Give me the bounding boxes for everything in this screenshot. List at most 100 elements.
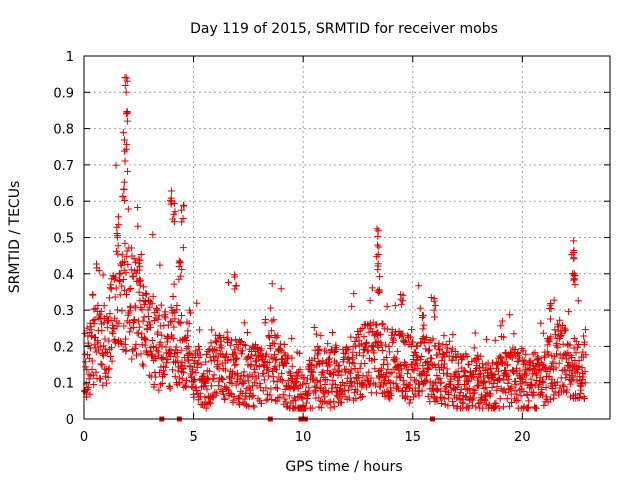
data-point xyxy=(108,344,116,352)
data-point xyxy=(134,204,142,212)
data-point xyxy=(372,389,380,397)
data-point xyxy=(557,332,565,340)
data-point xyxy=(549,358,557,366)
data-point xyxy=(562,374,570,382)
data-point xyxy=(313,351,321,359)
data-point xyxy=(100,302,108,310)
data-point xyxy=(320,393,328,401)
data-point xyxy=(170,210,178,218)
data-point xyxy=(153,305,161,313)
data-point xyxy=(394,347,402,355)
data-point xyxy=(399,291,407,299)
data-point xyxy=(140,283,148,291)
data-point xyxy=(115,276,123,284)
data-point xyxy=(230,346,238,354)
data-point xyxy=(315,346,323,354)
data-point xyxy=(582,351,590,359)
data-point xyxy=(425,365,433,373)
data-point xyxy=(383,325,391,333)
y-tick-label: 0.2 xyxy=(53,340,74,355)
data-point xyxy=(120,178,128,186)
data-point xyxy=(122,346,130,354)
data-point xyxy=(281,395,289,403)
data-point xyxy=(248,393,256,401)
data-point xyxy=(324,388,332,396)
data-point xyxy=(193,363,201,371)
data-point xyxy=(102,349,110,357)
data-point xyxy=(233,340,241,348)
data-point xyxy=(282,359,290,367)
data-point xyxy=(106,352,114,360)
data-point xyxy=(171,315,179,323)
data-point xyxy=(101,335,109,343)
data-point xyxy=(496,375,504,383)
data-point xyxy=(83,324,91,332)
data-point xyxy=(89,290,97,298)
data-point xyxy=(383,388,391,396)
data-point xyxy=(156,381,164,389)
data-point xyxy=(462,392,470,400)
data-point xyxy=(458,354,466,362)
data-point xyxy=(332,341,340,349)
x-tick-label: 20 xyxy=(514,430,531,445)
data-point xyxy=(121,335,129,343)
data-point xyxy=(561,326,569,334)
data-point xyxy=(542,383,550,391)
data-point xyxy=(581,338,589,346)
data-point xyxy=(394,385,402,393)
data-point xyxy=(174,348,182,356)
data-point xyxy=(268,317,276,325)
data-point xyxy=(242,392,250,400)
data-point xyxy=(440,395,448,403)
data-point xyxy=(581,379,589,387)
data-point xyxy=(116,291,124,299)
data-point xyxy=(414,365,422,373)
data-point xyxy=(552,364,560,372)
data-point xyxy=(124,167,132,175)
data-point xyxy=(178,375,186,383)
data-point xyxy=(164,356,172,364)
data-point xyxy=(563,371,571,379)
x-tick-label: 15 xyxy=(404,430,421,445)
data-point xyxy=(389,379,397,387)
data-point xyxy=(235,399,243,407)
data-point xyxy=(563,386,571,394)
data-point xyxy=(148,337,156,345)
data-point xyxy=(499,387,507,395)
data-point xyxy=(385,343,393,351)
data-point xyxy=(432,386,440,394)
data-point xyxy=(522,350,530,358)
data-point xyxy=(116,338,124,346)
data-point xyxy=(308,404,316,412)
data-point xyxy=(504,372,512,380)
data-point xyxy=(374,287,382,295)
data-point xyxy=(350,290,358,298)
data-point xyxy=(576,389,584,397)
data-point xyxy=(193,299,201,307)
data-point xyxy=(155,312,163,320)
data-point xyxy=(106,284,114,292)
data-point xyxy=(175,257,183,265)
data-point xyxy=(399,376,407,384)
x-axis-label: GPS time / hours xyxy=(285,459,402,475)
data-point xyxy=(117,269,125,277)
data-point xyxy=(375,289,383,297)
data-point xyxy=(123,247,131,255)
data-point xyxy=(332,387,340,395)
data-point xyxy=(344,386,352,394)
data-point xyxy=(345,394,353,402)
data-point xyxy=(417,338,425,346)
data-point xyxy=(169,292,177,300)
data-point xyxy=(312,383,320,391)
data-point xyxy=(109,330,117,338)
data-point xyxy=(370,349,378,357)
data-point xyxy=(230,271,238,279)
data-point xyxy=(354,331,362,339)
data-point xyxy=(385,377,393,385)
data-point xyxy=(245,383,253,391)
data-point xyxy=(296,349,304,357)
data-point xyxy=(178,358,186,366)
data-point xyxy=(291,384,299,392)
data-point xyxy=(146,298,154,306)
data-point xyxy=(397,372,405,380)
